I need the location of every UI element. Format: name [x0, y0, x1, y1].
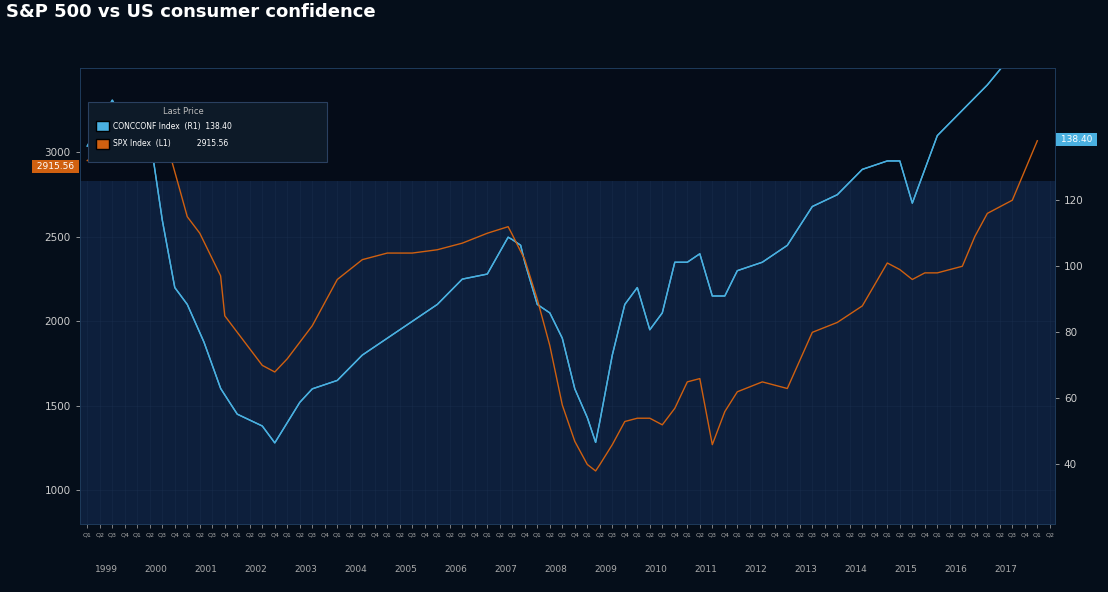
Text: 2014: 2014 — [844, 565, 868, 574]
Text: 2001: 2001 — [195, 565, 217, 574]
Text: 2007: 2007 — [494, 565, 517, 574]
Text: 2017: 2017 — [995, 565, 1017, 574]
Text: 2008: 2008 — [545, 565, 567, 574]
Text: 2006: 2006 — [444, 565, 468, 574]
Text: 2009: 2009 — [595, 565, 617, 574]
Text: 2010: 2010 — [645, 565, 667, 574]
Text: 2915.56: 2915.56 — [34, 162, 76, 171]
Text: S&P 500 vs US consumer confidence: S&P 500 vs US consumer confidence — [6, 3, 376, 21]
Text: CONCCONF Index  (R1)  138.40: CONCCONF Index (R1) 138.40 — [113, 121, 232, 131]
Bar — [80, 68, 1055, 181]
Text: 2013: 2013 — [794, 565, 818, 574]
Text: 2003: 2003 — [295, 565, 318, 574]
Text: 2011: 2011 — [695, 565, 718, 574]
Text: Last Price: Last Price — [163, 107, 204, 115]
Text: 2016: 2016 — [945, 565, 967, 574]
Text: 2012: 2012 — [745, 565, 768, 574]
Text: 2005: 2005 — [394, 565, 418, 574]
Text: 138.40: 138.40 — [1058, 135, 1095, 144]
Text: 2002: 2002 — [245, 565, 267, 574]
Text: SPX Index  (L1)           2915.56: SPX Index (L1) 2915.56 — [113, 139, 228, 149]
Text: 2000: 2000 — [144, 565, 167, 574]
Text: 2004: 2004 — [345, 565, 368, 574]
Text: 1999: 1999 — [94, 565, 117, 574]
Text: 2015: 2015 — [894, 565, 917, 574]
